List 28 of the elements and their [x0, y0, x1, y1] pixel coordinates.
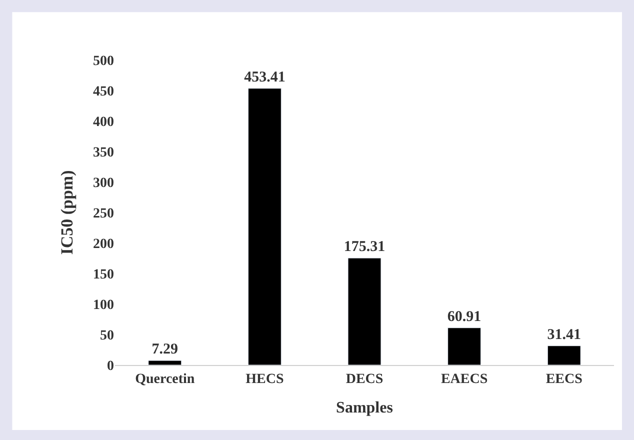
y-tick-label: 500 — [93, 54, 114, 69]
bar — [547, 346, 581, 365]
bar — [348, 258, 382, 365]
y-tick-label: 300 — [93, 176, 114, 191]
data-label: 60.91 — [447, 308, 482, 325]
bar — [248, 88, 282, 365]
data-label: 453.41 — [244, 69, 286, 86]
x-axis-title: Samples — [336, 400, 393, 416]
y-tick-label: 200 — [93, 236, 114, 252]
y-tick-label: 0 — [107, 358, 114, 374]
data-label: 31.41 — [547, 326, 581, 343]
y-axis-title: IC50 (ppm) — [58, 170, 77, 255]
bar — [448, 328, 482, 365]
data-label: 7.29 — [152, 342, 178, 358]
x-tick-label: Quercetin — [135, 372, 195, 387]
y-tick-label: 250 — [93, 206, 114, 222]
x-tick-label: EAECS — [440, 372, 488, 387]
y-tick-label: 350 — [93, 145, 114, 160]
x-tick-label: HECS — [246, 372, 284, 387]
bar — [148, 360, 182, 365]
x-tick-label: DECS — [346, 372, 384, 387]
y-tick-label: 50 — [100, 328, 114, 344]
x-tick-label: EECS — [546, 372, 583, 387]
y-tick-label: 400 — [93, 114, 114, 130]
data-label: 175.31 — [344, 239, 386, 256]
y-tick-label: 450 — [93, 84, 114, 100]
y-tick-label: 100 — [93, 298, 114, 313]
y-tick-label: 150 — [93, 267, 114, 282]
